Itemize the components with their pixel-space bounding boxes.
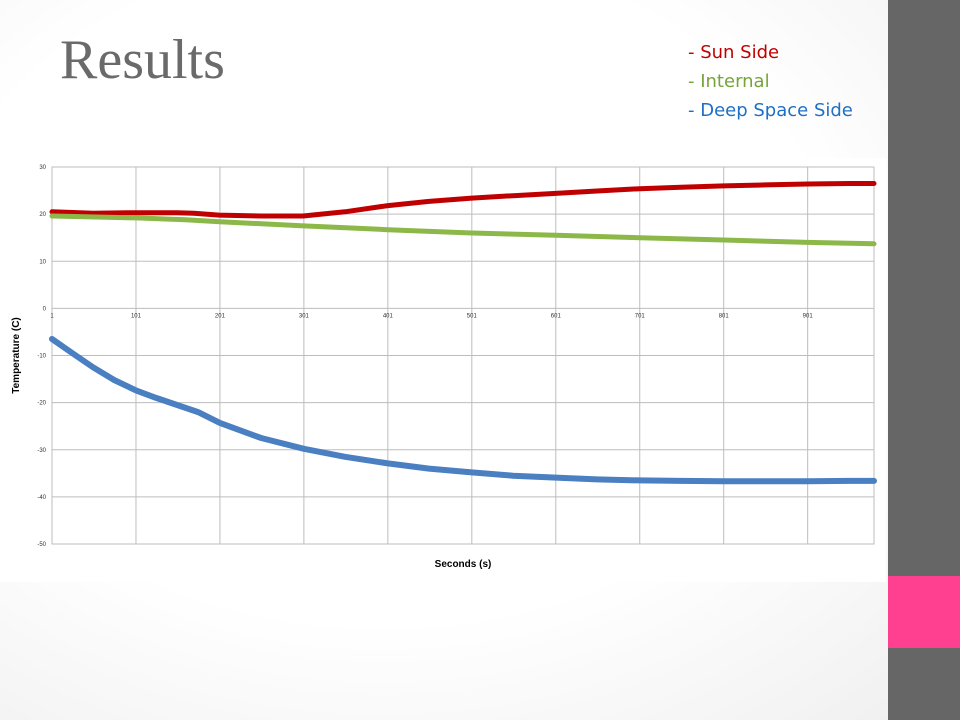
x-tick-label: 101: [131, 313, 142, 319]
y-tick-label: 20: [39, 212, 46, 218]
chart-tick-labels: 30 20 10 0 -10 -20 -30 -40 -50 1 101 201 301 401 501 60…: [37, 165, 813, 548]
side-accent-block: [888, 576, 960, 648]
x-axis-title: Seconds (s): [435, 559, 492, 570]
x-tick-label: 701: [635, 313, 646, 319]
series-line-3: [49, 336, 877, 485]
legend: - Sun Side - Internal - Deep Space Side: [688, 38, 853, 125]
y-tick-label: -10: [37, 354, 46, 360]
legend-item-internal: - Internal: [688, 71, 770, 92]
x-tick-label: 301: [299, 313, 310, 319]
x-tick-label: 801: [719, 313, 730, 319]
y-tick-label: -50: [37, 542, 46, 548]
y-tick-label: -30: [37, 448, 46, 454]
chart-grid: [51, 166, 875, 545]
x-tick-label: 401: [383, 313, 394, 319]
x-tick-label: 601: [551, 313, 562, 319]
chart-series: [49, 181, 877, 485]
y-axis-title: Temperature (C): [11, 317, 22, 394]
y-tick-label: -20: [37, 401, 46, 407]
y-tick-label: 30: [39, 165, 46, 171]
series-line-1: [49, 181, 877, 219]
temperature-line-chart: 30 20 10 0 -10 -20 -30 -40 -50 1 101 201 301 401 501 60…: [11, 165, 877, 570]
x-tick-label: 901: [803, 313, 814, 319]
chart-container: 30 20 10 0 -10 -20 -30 -40 -50 1 101 201 301 401 501 60…: [0, 158, 886, 582]
y-tick-label: 0: [43, 306, 47, 312]
y-tick-label: -40: [37, 495, 46, 501]
x-tick-label: 201: [215, 313, 226, 319]
legend-item-sun-side: - Sun Side: [688, 42, 780, 63]
legend-item-deep-space-side: - Deep Space Side: [688, 100, 853, 121]
x-tick-label: 501: [467, 313, 478, 319]
y-tick-label: 10: [39, 259, 46, 265]
slide-title: Results: [60, 29, 225, 91]
x-tick-label: 1: [50, 313, 54, 319]
series-line-2: [49, 213, 877, 247]
